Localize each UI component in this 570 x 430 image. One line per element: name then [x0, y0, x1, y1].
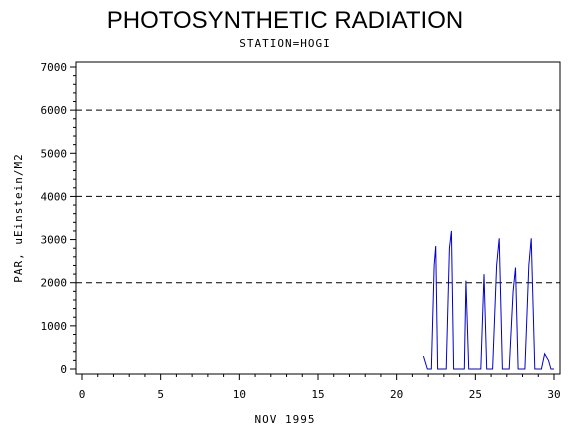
x-axis-label: NOV 1995 — [255, 413, 316, 426]
y-tick-label: 0 — [60, 363, 67, 376]
y-tick-label: 3000 — [41, 234, 68, 247]
x-tick-label: 30 — [547, 388, 560, 401]
gridlines — [76, 109, 560, 284]
y-tick-label: 5000 — [41, 147, 68, 160]
x-tick-label: 15 — [311, 388, 324, 401]
series-line — [422, 230, 554, 370]
y-axis-label: PAR, uEinstein/M2 — [12, 153, 25, 283]
y-tick-label: 6000 — [41, 104, 68, 117]
x-tick-label: 5 — [157, 388, 164, 401]
x-tick-label: 20 — [390, 388, 403, 401]
x-tick-label: 0 — [79, 388, 86, 401]
y-tick-label: 7000 — [41, 61, 68, 74]
chart-title: PHOTOSYNTHETIC RADIATION — [107, 7, 463, 34]
y-axis: 0 1000 2000 3000 4000 5000 6000 7000 — [41, 61, 76, 376]
plot-frame — [75, 61, 561, 375]
x-axis: 0 5 10 15 20 25 30 — [79, 374, 561, 401]
x-tick-label: 25 — [469, 388, 482, 401]
y-tick-label: 4000 — [41, 190, 68, 203]
chart-subtitle: STATION=HOGI — [239, 37, 330, 50]
y-tick-label: 2000 — [41, 277, 68, 290]
series-group — [422, 230, 554, 370]
y-tick-label: 1000 — [41, 320, 68, 333]
x-tick-label: 10 — [233, 388, 246, 401]
